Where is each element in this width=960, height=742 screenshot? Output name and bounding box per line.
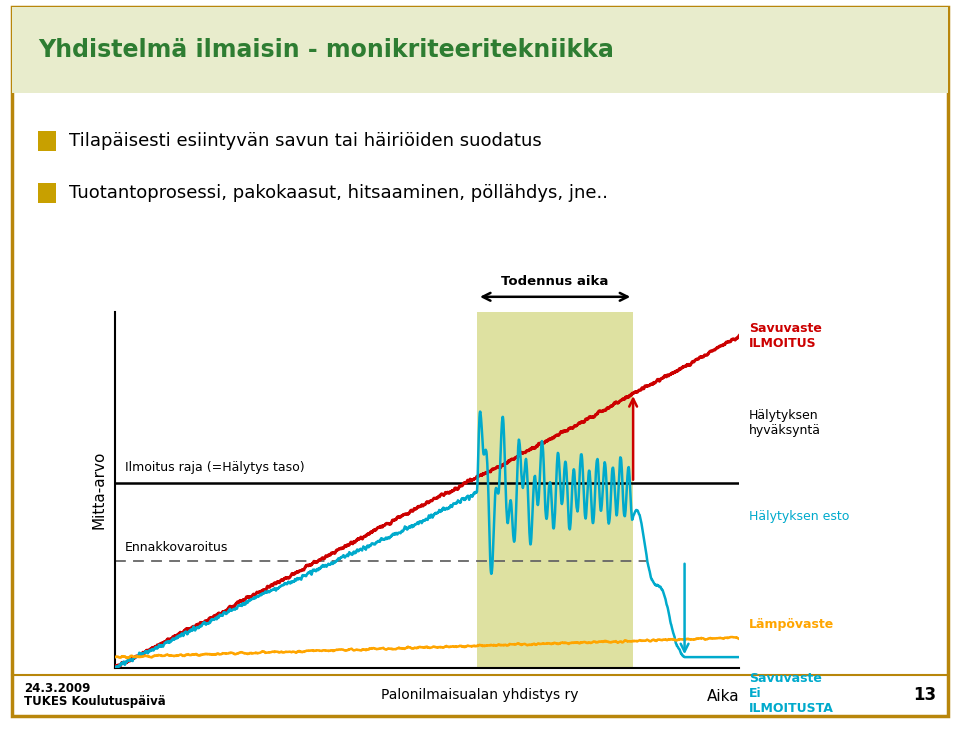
Text: Tilapäisesti esiintyvän savun tai häiriöiden suodatus: Tilapäisesti esiintyvän savun tai häiriö… [69,132,541,150]
Text: Ilmoitus raja (=Hälytys taso): Ilmoitus raja (=Hälytys taso) [125,461,304,473]
Bar [38,183,56,203]
Text: Aika: Aika [707,689,739,704]
Text: Lämpövaste: Lämpövaste [749,618,834,631]
Y-axis label: Mitta-arvo: Mitta-arvo [92,450,107,529]
Text: TUKES Koulutuspäivä: TUKES Koulutuspäivä [24,695,166,708]
Text: Savuvaste
Ei
ILMOITUSTA: Savuvaste Ei ILMOITUSTA [749,672,833,715]
Text: Todennus aika: Todennus aika [501,275,609,289]
Text: Yhdistelmä ilmaisin - monikriteeritekniikka: Yhdistelmä ilmaisin - monikriteeriteknii… [38,38,614,62]
Text: 24.3.2009: 24.3.2009 [24,682,90,695]
Bar [12,7,948,93]
Text: Hälytyksen
hyväksyntä: Hälytyksen hyväksyntä [749,409,821,437]
Text: Ennakkovaroitus: Ennakkovaroitus [125,540,228,554]
Text: Hälytyksen esto: Hälytyksen esto [749,510,850,523]
Bar [38,131,56,151]
Text: 13: 13 [913,686,936,704]
Text: Savuvaste
ILMOITUS: Savuvaste ILMOITUS [749,321,822,349]
Bar [477,294,633,668]
Text: Palonilmaisualan yhdistys ry: Palonilmaisualan yhdistys ry [381,689,579,702]
Text: Tuotantoprosessi, pakokaasut, hitsaaminen, pöllähdys, jne..: Tuotantoprosessi, pakokaasut, hitsaamine… [69,184,608,202]
